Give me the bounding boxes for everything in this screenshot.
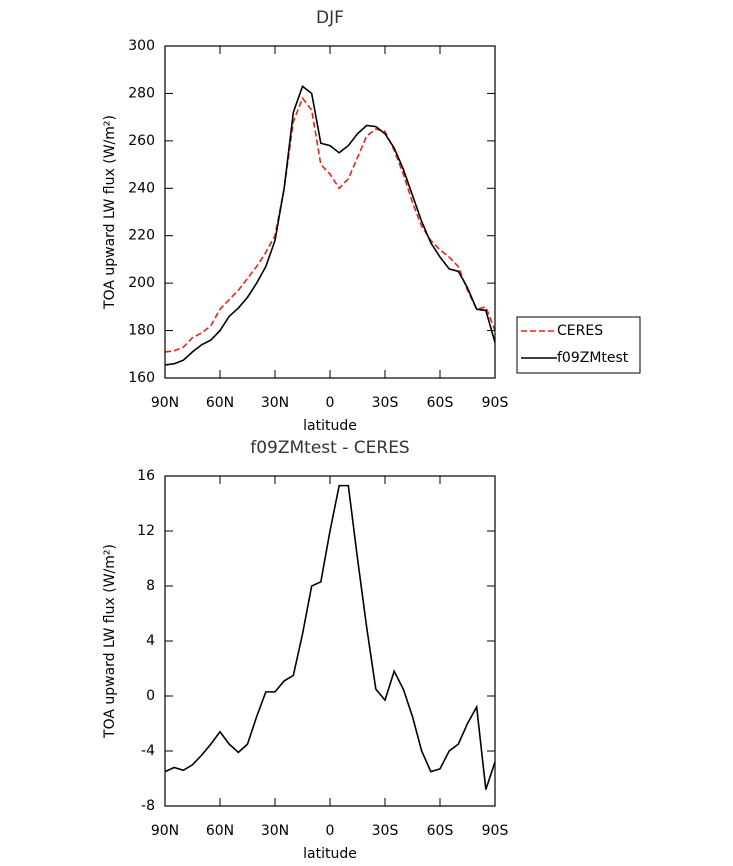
y-tick-label: 200 [128,275,155,291]
x-tick-label: 90S [482,395,509,411]
legend-label: CERES [557,323,603,339]
x-axis-label: latitude [303,418,357,434]
x-tick-label: 30S [372,395,399,411]
y-tick-label: -8 [141,798,155,814]
x-tick-label: 60S [427,395,454,411]
x-tick-label: 30N [261,395,289,411]
x-tick-label: 30N [261,823,289,839]
legend-box [516,316,641,374]
y-tick-label: 16 [137,468,155,484]
x-tick-label: 0 [326,823,335,839]
y-tick-label: 240 [128,180,155,196]
x-tick-label: 90N [151,395,179,411]
x-tick-label: 60N [206,395,234,411]
chart-title: f09ZMtest - CERES [250,438,409,458]
x-axis-label: latitude [303,846,357,862]
legend-label: f09ZMtest [557,350,629,366]
data-line [164,484,496,790]
y-axis-label: TOA upward LW flux (W/m²) [102,115,118,310]
x-tick-label: 30S [372,823,399,839]
y-tick-label: 260 [128,133,155,149]
y-tick-label: 8 [146,578,155,594]
chart-title: DJF [316,8,344,28]
x-tick-label: 60S [427,823,454,839]
y-axis-label: TOA upward LW flux (W/m²) [102,544,118,739]
y-tick-label: 280 [128,85,155,101]
y-tick-label: 160 [128,370,155,386]
y-tick-label: 4 [146,633,155,649]
x-tick-label: 90S [482,823,509,839]
y-tick-label: 12 [137,523,155,539]
x-tick-label: 90N [151,823,179,839]
data-line [164,96,496,353]
y-tick-label: 0 [146,688,155,704]
y-tick-label: 300 [128,38,155,54]
x-tick-label: 0 [326,395,335,411]
plot-frame [164,475,496,807]
x-tick-label: 60N [206,823,234,839]
y-tick-label: 220 [128,228,155,244]
plot-frame [164,45,496,379]
data-line [164,84,496,366]
y-tick-label: 180 [128,323,155,339]
y-tick-label: -4 [141,743,155,759]
